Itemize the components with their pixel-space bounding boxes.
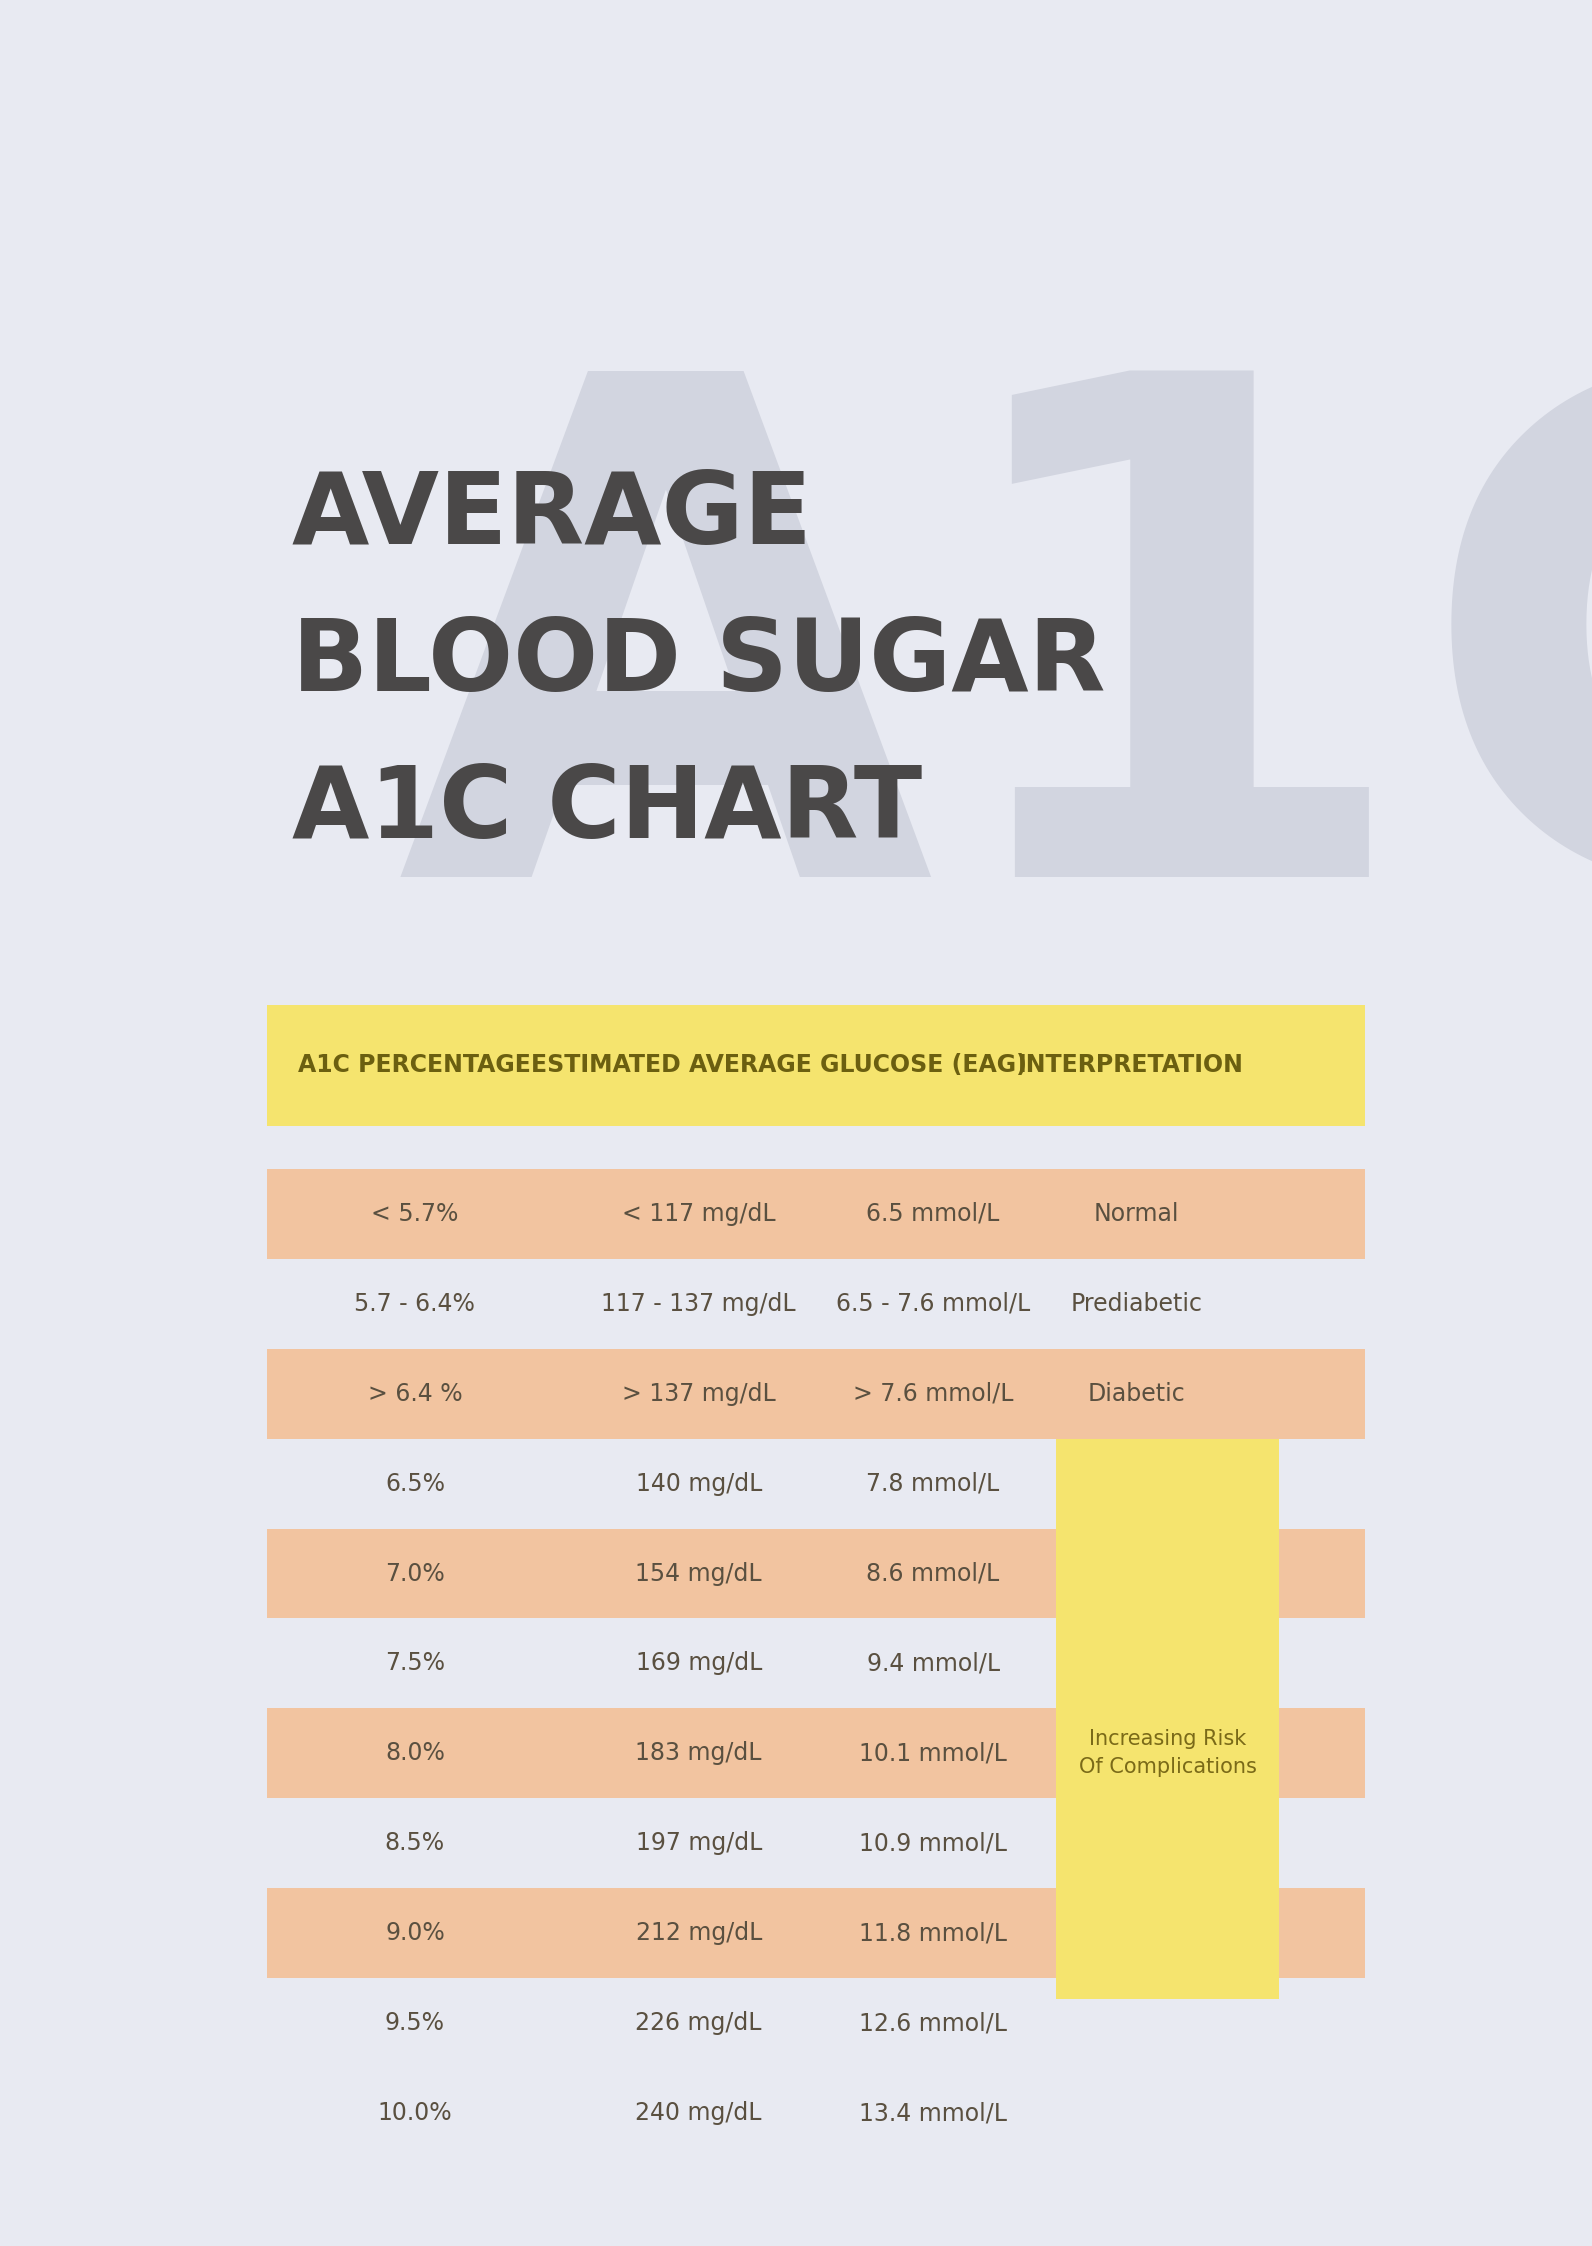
Text: > 6.4 %: > 6.4 % <box>368 1381 462 1406</box>
Text: < 117 mg/dL: < 117 mg/dL <box>622 1202 775 1226</box>
Text: 12.6 mmol/L: 12.6 mmol/L <box>860 2010 1008 2035</box>
Bar <box>1057 1440 1278 2069</box>
Text: 10.0%: 10.0% <box>377 2100 452 2125</box>
Text: 197 mg/dL: 197 mg/dL <box>635 1830 763 1855</box>
Text: 169 mg/dL: 169 mg/dL <box>635 1651 763 1676</box>
Bar <box>267 2069 1364 2158</box>
Bar <box>267 1530 1364 1619</box>
Bar <box>267 1619 1364 1709</box>
Text: 9.4 mmol/L: 9.4 mmol/L <box>866 1651 1000 1676</box>
Text: A1C PERCENTAGE: A1C PERCENTAGE <box>298 1053 532 1078</box>
Text: 183 mg/dL: 183 mg/dL <box>635 1741 763 1765</box>
Text: BLOOD SUGAR: BLOOD SUGAR <box>291 615 1105 712</box>
Bar <box>267 1168 1364 1258</box>
Text: A1C CHART: A1C CHART <box>291 761 922 860</box>
Text: 8.0%: 8.0% <box>385 1741 444 1765</box>
Text: 117 - 137 mg/dL: 117 - 137 mg/dL <box>602 1291 796 1316</box>
Text: 212 mg/dL: 212 mg/dL <box>635 1920 763 1945</box>
Bar <box>267 1979 1364 2069</box>
Text: 140 mg/dL: 140 mg/dL <box>635 1471 763 1496</box>
Text: 154 mg/dL: 154 mg/dL <box>635 1561 763 1586</box>
Text: INTERPRETATION: INTERPRETATION <box>1017 1053 1243 1078</box>
Text: 11.8 mmol/L: 11.8 mmol/L <box>860 1920 1008 1945</box>
Bar <box>267 1004 1364 1125</box>
Bar <box>267 1440 1364 1530</box>
Text: 7.5%: 7.5% <box>385 1651 444 1676</box>
Text: 8.5%: 8.5% <box>385 1830 446 1855</box>
Text: 240 mg/dL: 240 mg/dL <box>635 2100 763 2125</box>
Text: 6.5 - 7.6 mmol/L: 6.5 - 7.6 mmol/L <box>836 1291 1030 1316</box>
Text: > 7.6 mmol/L: > 7.6 mmol/L <box>853 1381 1014 1406</box>
Text: 9.0%: 9.0% <box>385 1920 444 1945</box>
Text: 10.1 mmol/L: 10.1 mmol/L <box>860 1741 1008 1765</box>
Text: 226 mg/dL: 226 mg/dL <box>635 2010 763 2035</box>
Text: 13.4 mmol/L: 13.4 mmol/L <box>860 2100 1008 2125</box>
Text: 7.8 mmol/L: 7.8 mmol/L <box>866 1471 1000 1496</box>
Text: 9.5%: 9.5% <box>385 2010 444 2035</box>
Bar <box>267 1348 1364 1440</box>
Bar <box>267 1799 1364 1889</box>
Bar <box>267 1709 1364 1799</box>
Text: 8.6 mmol/L: 8.6 mmol/L <box>866 1561 1000 1586</box>
Text: 6.5 mmol/L: 6.5 mmol/L <box>866 1202 1000 1226</box>
Bar <box>267 1889 1364 1979</box>
Text: ESTIMATED AVERAGE GLUCOSE (EAG): ESTIMATED AVERAGE GLUCOSE (EAG) <box>532 1053 1027 1078</box>
Text: Diabetic: Diabetic <box>1087 1381 1186 1406</box>
Text: 10.9 mmol/L: 10.9 mmol/L <box>860 1830 1008 1855</box>
Text: 6.5%: 6.5% <box>385 1471 444 1496</box>
Text: 5.7 - 6.4%: 5.7 - 6.4% <box>355 1291 476 1316</box>
Text: Normal: Normal <box>1094 1202 1180 1226</box>
Bar <box>267 1258 1364 1348</box>
Text: Prediabetic: Prediabetic <box>1071 1291 1202 1316</box>
Text: > 137 mg/dL: > 137 mg/dL <box>622 1381 775 1406</box>
Text: AVERAGE: AVERAGE <box>291 469 812 566</box>
Text: Increasing Risk
Of Complications: Increasing Risk Of Complications <box>1079 1729 1256 1777</box>
Text: < 5.7%: < 5.7% <box>371 1202 458 1226</box>
Text: A1C: A1C <box>396 348 1592 1020</box>
Text: 7.0%: 7.0% <box>385 1561 444 1586</box>
